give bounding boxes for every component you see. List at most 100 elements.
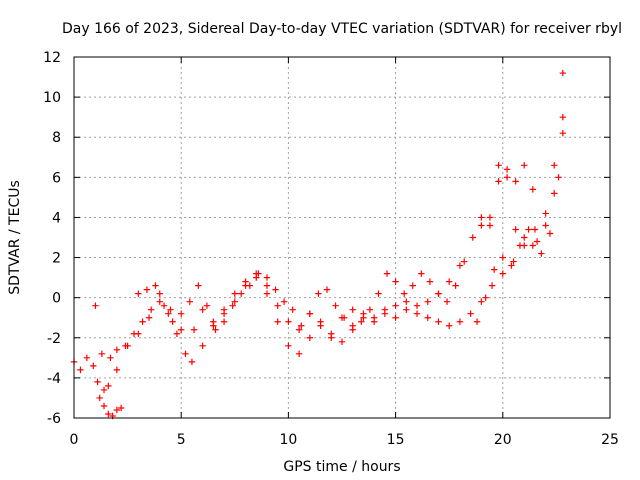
data-point bbox=[152, 282, 159, 289]
x-tick-label: 0 bbox=[70, 432, 79, 448]
data-point bbox=[546, 230, 554, 237]
data-point bbox=[306, 334, 314, 341]
data-point bbox=[488, 282, 496, 289]
data-point bbox=[482, 294, 489, 301]
data-point bbox=[383, 270, 391, 277]
series-track-a bbox=[70, 113, 567, 394]
data-point bbox=[100, 402, 108, 410]
data-point bbox=[117, 404, 125, 412]
data-point bbox=[503, 166, 511, 173]
data-point bbox=[298, 322, 305, 329]
data-point bbox=[559, 69, 567, 77]
data-point bbox=[274, 302, 281, 309]
data-point bbox=[392, 278, 399, 285]
data-point bbox=[403, 298, 410, 305]
data-point bbox=[392, 314, 399, 321]
y-tick-label: 10 bbox=[43, 90, 61, 106]
data-point bbox=[413, 302, 421, 309]
data-point bbox=[253, 274, 260, 281]
data-point bbox=[418, 270, 425, 277]
data-point bbox=[456, 318, 464, 325]
data-point bbox=[272, 286, 279, 293]
data-point bbox=[366, 306, 374, 313]
data-point bbox=[495, 178, 502, 185]
data-point bbox=[113, 406, 121, 414]
data-point bbox=[295, 326, 303, 333]
data-point bbox=[375, 290, 382, 297]
data-point bbox=[349, 306, 356, 313]
data-point bbox=[531, 226, 539, 233]
data-point bbox=[516, 242, 524, 249]
data-point bbox=[559, 130, 567, 137]
data-point bbox=[145, 314, 153, 321]
y-axis-label: SDTVAR / TECUs bbox=[7, 180, 23, 295]
data-point bbox=[542, 210, 549, 217]
data-point bbox=[317, 318, 324, 325]
data-point bbox=[392, 302, 399, 309]
data-point bbox=[147, 306, 155, 313]
data-point bbox=[491, 266, 498, 273]
data-point bbox=[263, 274, 271, 281]
data-point bbox=[499, 254, 506, 261]
data-point bbox=[90, 362, 97, 370]
data-point bbox=[289, 306, 296, 313]
data-point bbox=[370, 314, 378, 321]
data-point bbox=[186, 298, 193, 305]
data-point bbox=[473, 318, 481, 325]
y-tick-label: 12 bbox=[43, 50, 61, 66]
data-point bbox=[113, 366, 121, 374]
data-point bbox=[199, 306, 206, 313]
data-point bbox=[426, 278, 434, 285]
data-point bbox=[203, 302, 211, 309]
data-point bbox=[521, 234, 528, 241]
data-point bbox=[212, 326, 219, 333]
data-point bbox=[107, 354, 114, 362]
data-point bbox=[456, 262, 464, 269]
data-point bbox=[510, 258, 517, 265]
data-point bbox=[135, 290, 142, 297]
data-point bbox=[83, 354, 91, 362]
data-point bbox=[424, 314, 431, 321]
series-track-f bbox=[473, 130, 567, 325]
data-point bbox=[285, 342, 292, 349]
data-point bbox=[340, 314, 348, 321]
data-point bbox=[143, 286, 151, 293]
data-point bbox=[323, 286, 331, 293]
data-point bbox=[538, 250, 545, 257]
data-point bbox=[231, 298, 238, 305]
data-point bbox=[508, 262, 515, 269]
data-point bbox=[96, 394, 103, 402]
data-point bbox=[446, 278, 453, 285]
data-point bbox=[113, 346, 121, 354]
y-tick-label: -4 bbox=[47, 371, 61, 387]
data-point bbox=[105, 410, 112, 418]
data-point bbox=[210, 322, 217, 329]
data-point bbox=[529, 242, 537, 249]
data-point bbox=[486, 214, 494, 221]
data-point bbox=[478, 222, 485, 229]
data-point bbox=[521, 162, 528, 169]
data-point bbox=[274, 318, 281, 325]
data-point bbox=[349, 326, 356, 333]
data-point bbox=[512, 226, 519, 233]
data-point bbox=[559, 113, 567, 121]
y-tick-label: 8 bbox=[52, 130, 61, 146]
x-tick-label: 10 bbox=[279, 432, 297, 448]
data-point bbox=[263, 282, 271, 289]
data-point bbox=[315, 290, 322, 297]
data-point bbox=[332, 302, 339, 309]
data-point bbox=[190, 326, 198, 333]
data-point bbox=[124, 342, 131, 349]
y-tick-label: 6 bbox=[52, 170, 61, 186]
data-point bbox=[263, 290, 271, 297]
data-point bbox=[306, 310, 314, 317]
x-axis-label: GPS time / hours bbox=[283, 459, 400, 475]
data-point bbox=[195, 282, 202, 289]
data-point bbox=[338, 338, 346, 345]
data-point bbox=[413, 310, 421, 317]
data-point bbox=[443, 298, 451, 305]
data-point bbox=[94, 378, 101, 386]
y-tick-label: -6 bbox=[47, 411, 61, 427]
data-point bbox=[229, 302, 236, 309]
